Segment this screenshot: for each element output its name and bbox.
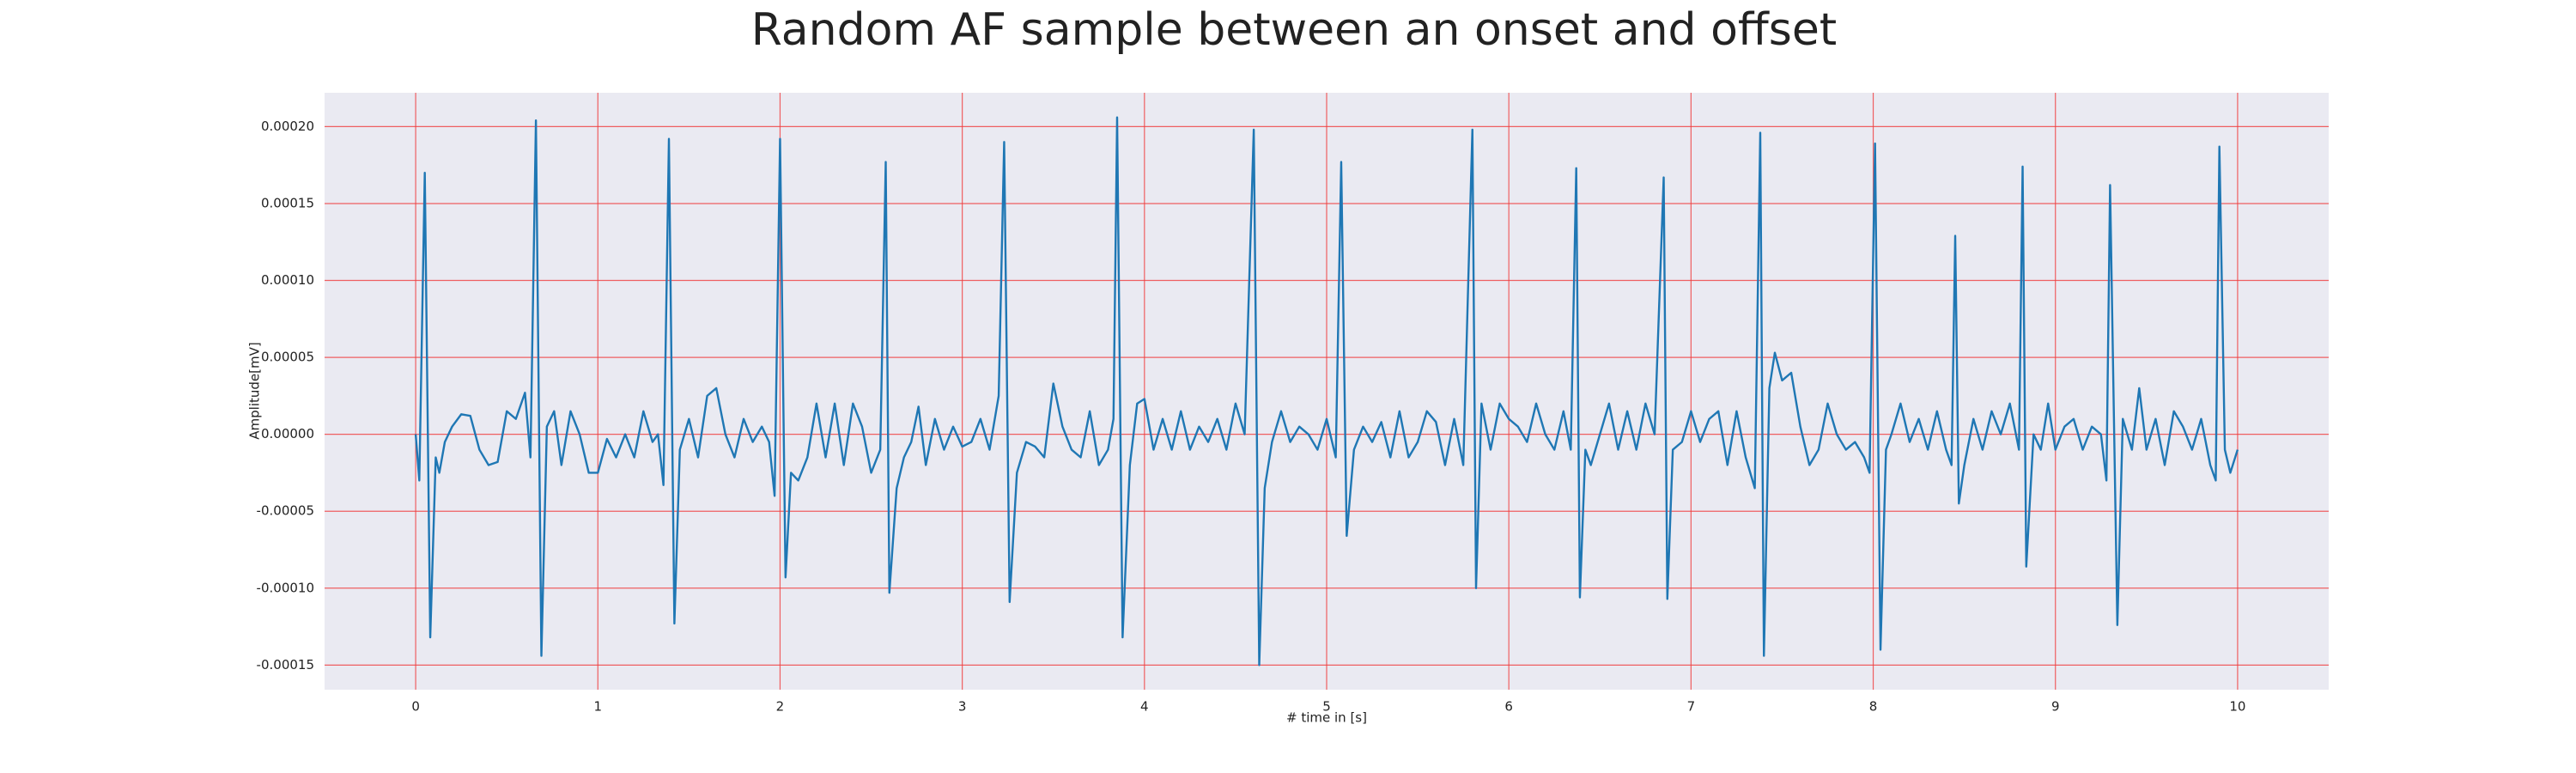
x-axis-label: # time in [s] (1286, 710, 1367, 726)
y-tick-label: 0.00015 (261, 195, 314, 210)
x-tick-label: 4 (1140, 699, 1149, 715)
x-tick-label: 1 (593, 699, 602, 715)
x-tick-label: 0 (411, 699, 420, 715)
chart-title: Random AF sample between an onset and of… (751, 4, 1837, 56)
x-tick-label: 8 (1869, 699, 1878, 715)
x-tick-label: 3 (958, 699, 967, 715)
x-tick-label: 10 (2229, 699, 2245, 715)
y-tick-label: 0.00000 (261, 426, 314, 441)
y-axis-label: Amplitude[mV] (247, 342, 263, 439)
y-tick-label: -0.00010 (257, 580, 314, 595)
y-tick-label: -0.00015 (257, 657, 314, 673)
x-tick-label: 2 (776, 699, 785, 715)
signal-line (414, 116, 2239, 666)
x-tick-label: 5 (1322, 699, 1331, 715)
x-tick-label: 6 (1504, 699, 1513, 715)
x-tick-label: 7 (1687, 699, 1696, 715)
y-tick-label: 0.00005 (261, 350, 314, 365)
y-tick-label: -0.00005 (257, 503, 314, 519)
y-tick-label: 0.00020 (261, 119, 314, 134)
x-tick-label: 9 (2051, 699, 2060, 715)
y-tick-label: 0.00010 (261, 272, 314, 288)
